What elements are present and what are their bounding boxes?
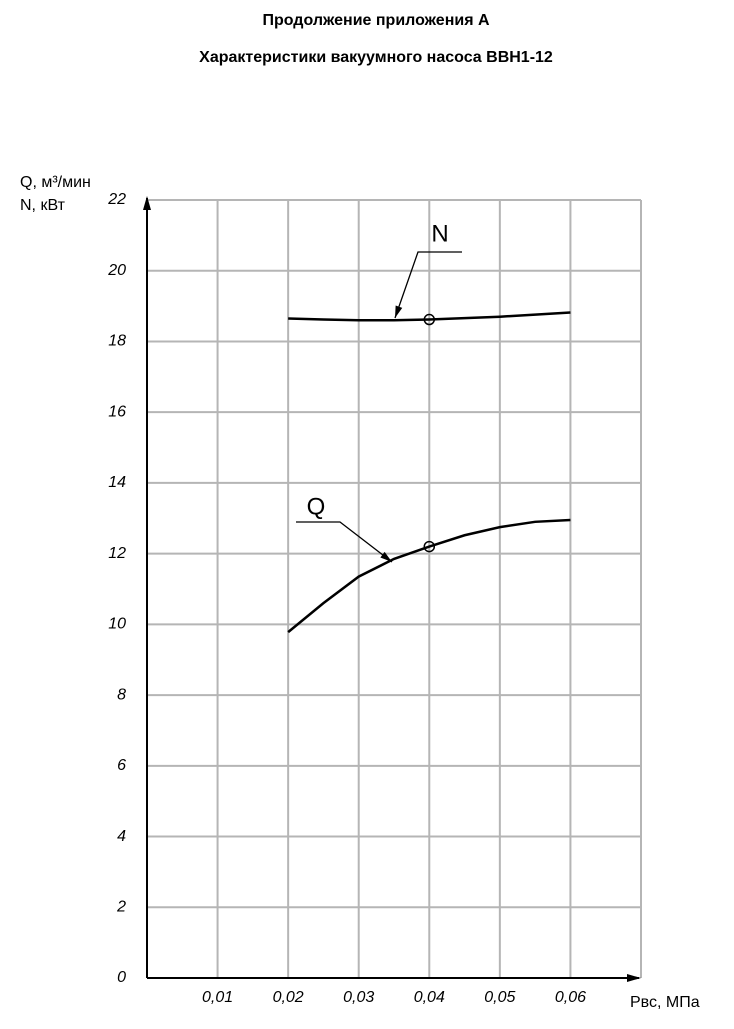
x-tick-label: 0,04 xyxy=(414,989,445,1006)
x-tick-label: 0,05 xyxy=(484,989,515,1006)
chart-subtitle: Характеристики вакуумного насоса ВВН1-12 xyxy=(199,49,553,66)
y-tick-label: 6 xyxy=(117,757,126,774)
y-tick-label: 2 xyxy=(116,898,126,915)
highlight-point xyxy=(423,313,436,326)
leader-arrow xyxy=(395,305,403,318)
x-axis-arrow xyxy=(627,974,641,982)
y-tick-label: 18 xyxy=(108,333,126,350)
y-tick-label: 10 xyxy=(108,616,126,633)
leader-arrow xyxy=(380,551,392,562)
leader-line xyxy=(394,251,462,319)
leader-line xyxy=(296,521,393,563)
y-tick-label: 8 xyxy=(117,686,126,703)
y-axis-arrow xyxy=(143,196,151,210)
y-tick-label: 14 xyxy=(108,474,126,491)
x-tick-label: 0,02 xyxy=(273,989,304,1006)
highlight-point xyxy=(423,540,436,553)
series-line xyxy=(288,311,571,322)
y-tick-label: 4 xyxy=(117,828,126,845)
x-tick-label: 0,01 xyxy=(202,989,233,1006)
x-axis-label: Рвс, МПа xyxy=(630,994,700,1011)
x-tick-label: 0,03 xyxy=(343,989,374,1006)
y-tick-label: 0 xyxy=(117,969,126,986)
y-axis-label: N, кВт xyxy=(20,197,66,214)
y-tick-label: 20 xyxy=(107,262,126,279)
y-axis-label: Q, м³/мин xyxy=(20,174,91,191)
y-tick-label: 12 xyxy=(108,545,126,562)
series-label: N xyxy=(431,220,448,247)
series-label: Q xyxy=(307,493,326,520)
series-line xyxy=(287,518,571,634)
chart-title: Продолжение приложения А xyxy=(262,12,490,29)
x-tick-label: 0,06 xyxy=(555,989,586,1006)
y-tick-label: 16 xyxy=(108,403,126,420)
y-tick-label: 22 xyxy=(107,191,126,208)
